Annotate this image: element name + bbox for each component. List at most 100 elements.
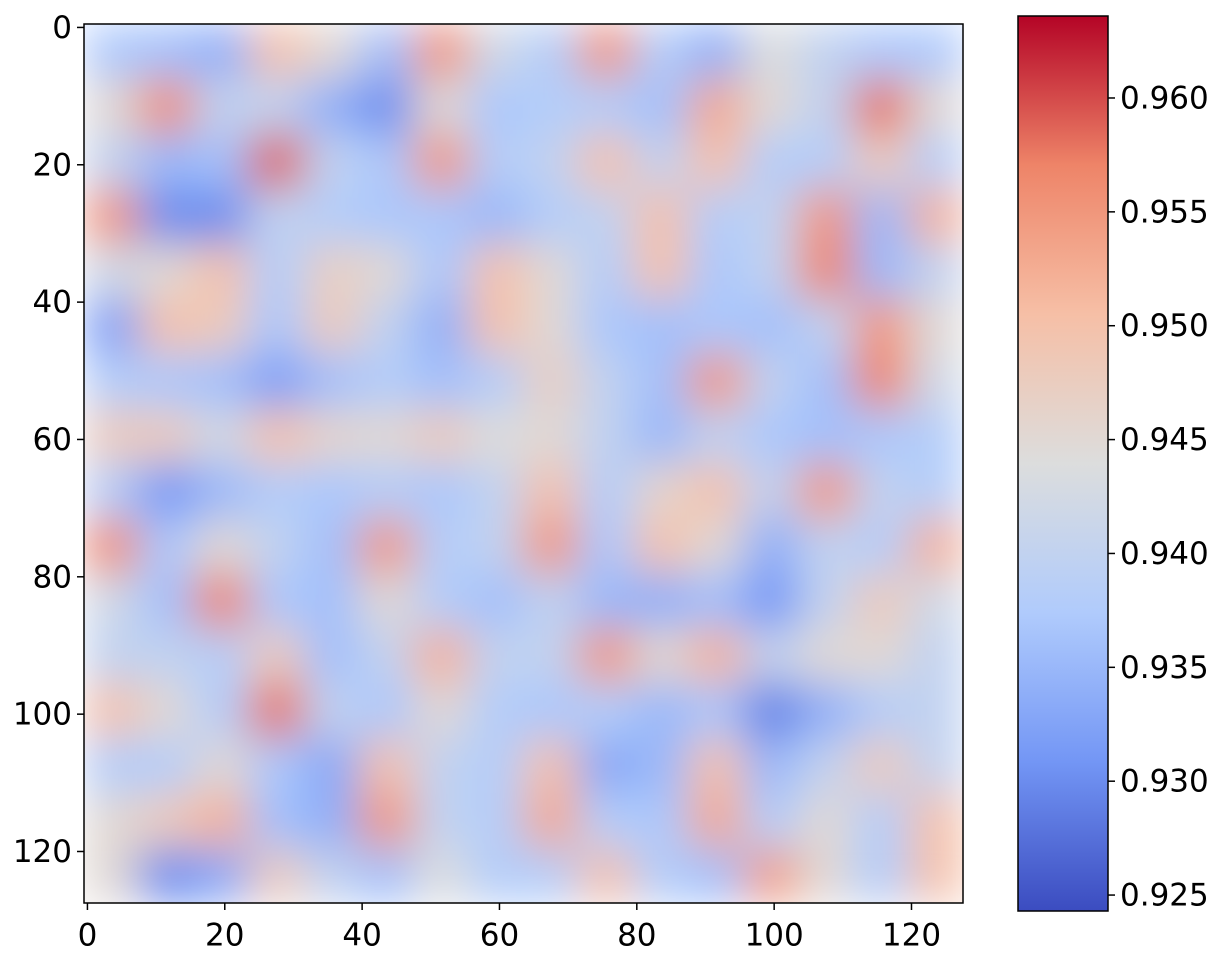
heatmap-cell [303,573,360,629]
heatmap-cell [468,518,524,574]
heatmap-cell [578,408,634,464]
heatmap-cell [633,518,689,574]
heatmap-cell [798,683,854,739]
heatmap-cell [84,78,140,135]
y-tick-label: 120 [13,834,72,870]
heatmap-cell [688,24,744,80]
heatmap-cell [84,793,140,849]
heatmap-cell [798,188,854,245]
heatmap-cell [523,133,579,190]
x-tick-label: 0 [78,918,98,954]
heatmap-cell [138,573,195,629]
colorbar-tick-label: 0.945 [1120,422,1209,458]
heatmap-cell [468,24,524,80]
y-tick-label: 60 [33,422,72,458]
heatmap-cell [84,518,140,574]
heatmap-cell [633,298,689,355]
heatmap-cell [688,78,744,135]
heatmap-cell [578,738,634,794]
heatmap-cell [358,573,415,629]
heatmap-cell [688,408,744,464]
heatmap-cell [633,408,689,464]
heatmap-cell [578,463,634,519]
heatmap-cell [908,628,963,684]
heatmap-cell [138,243,195,300]
heatmap-cell [413,738,470,794]
heatmap-cell [798,24,854,80]
heatmap-cell [413,683,470,739]
heatmap-cell [798,133,854,190]
heatmap-cell [358,628,415,684]
y-tick-label: 40 [33,285,72,321]
heatmap-cell [908,793,963,849]
heatmap-cell [798,353,854,410]
heatmap-cell [84,353,140,410]
heatmap-cell [193,518,250,574]
heatmap-cell [138,188,195,245]
heatmap-cell [633,848,689,903]
heatmap-cell [468,793,524,849]
heatmap-cell [358,298,415,355]
heatmap-cell [908,78,963,135]
heatmap-cell [853,628,909,684]
heatmap-cell [303,848,360,903]
heatmap-cell [138,518,195,574]
heatmap-cell [358,738,415,794]
x-tick-label: 20 [205,918,244,954]
heatmap-cell [743,628,799,684]
heatmap-cell [413,518,470,574]
heatmap-cell [138,628,195,684]
x-tick-label: 120 [882,918,941,954]
heatmap-cell [688,573,744,629]
heatmap-cell [193,243,250,300]
heatmap-cell [138,848,195,903]
heatmap-cell [578,573,634,629]
heatmap-cell [633,133,689,190]
heatmap-cell [908,518,963,574]
heatmap-cell [853,353,909,410]
heatmap-cell [743,353,799,410]
heatmap-cell [578,78,634,135]
heatmap-cell [248,133,305,190]
heatmap-cell [853,573,909,629]
heatmap-cell [798,298,854,355]
heatmap-cell [853,738,909,794]
heatmap-cell [303,738,360,794]
heatmap-cell [908,24,963,80]
heatmap-cell [523,78,579,135]
heatmap-cell [633,243,689,300]
heatmap-cell [523,518,579,574]
heatmap-cell [468,133,524,190]
heatmap-cell [468,628,524,684]
y-tick-label: 80 [33,559,72,595]
heatmap-cell [908,683,963,739]
heatmap-cell [908,133,963,190]
heatmap-cell [578,24,634,80]
heatmap-cell [688,793,744,849]
heatmap-cell [193,133,250,190]
heatmap-cell [413,24,470,80]
heatmap-cell [633,463,689,519]
heatmap-cell [908,738,963,794]
colorbar-tick-label: 0.950 [1120,308,1209,344]
x-tick-label: 60 [480,918,519,954]
heatmap-cell [303,793,360,849]
heatmap-cell [303,463,360,519]
heatmap-cell [193,78,250,135]
heatmap-cell [798,793,854,849]
heatmap-cell [798,848,854,903]
heatmap-cell [798,573,854,629]
heatmap-cell [138,24,195,80]
heatmap-cell [358,463,415,519]
heatmap-cell [523,463,579,519]
heatmap-cell [633,573,689,629]
heatmap-cell [193,628,250,684]
heatmap-cell [523,683,579,739]
heatmap-cell [688,353,744,410]
heatmap-cell [138,683,195,739]
heatmap-cell [853,298,909,355]
heatmap-cell [468,408,524,464]
heatmap-cell [303,628,360,684]
heatmap-cell [358,353,415,410]
